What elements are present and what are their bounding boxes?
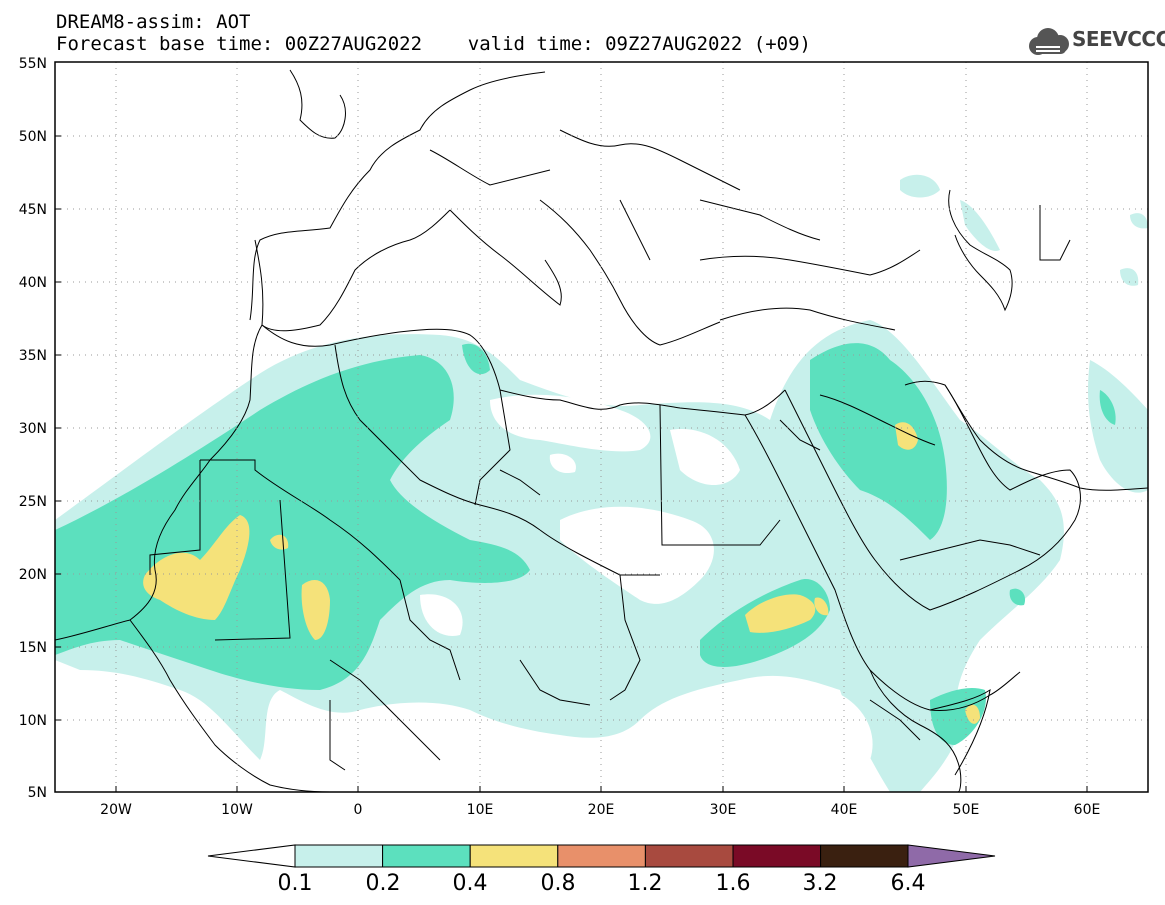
coastlines-and-borders [55, 69, 1148, 792]
colorbar-label: 0.4 [453, 871, 488, 896]
colorbar-box [557, 844, 646, 868]
lon-label: 60E [1074, 802, 1101, 818]
low-aot-areas [55, 394, 873, 788]
lat-lon-grid [55, 62, 1148, 792]
longitude-labels: 20W 10W 0 10E 20E 30E 40E 50E 60E [100, 802, 1100, 818]
colorbar-label: 1.2 [628, 871, 663, 896]
colorbar: 0.1 0.2 0.4 0.8 1.2 1.6 3.2 6.4 [207, 844, 996, 896]
seevccc-logo: SEEVCCC [1072, 27, 1165, 51]
colorbar-box [820, 844, 909, 868]
lat-label: 10N [19, 713, 47, 729]
lat-label: 25N [19, 494, 47, 510]
axis-ticks [55, 135, 1088, 792]
lat-label: 15N [19, 640, 47, 656]
lon-label: 10W [221, 802, 253, 818]
colorbar-label: 0.2 [366, 871, 401, 896]
latitude-labels: 55N 50N 45N 40N 35N 30N 25N 20N 15N 10N … [19, 56, 47, 801]
forecast-time-subtitle: Forecast base time: 00Z27AUG2022 valid t… [56, 33, 811, 55]
colorbar-box [732, 844, 822, 868]
colorbar-label: 0.1 [278, 871, 313, 896]
colorbar-label: 3.2 [803, 871, 838, 896]
aot-level-0.4-shading [143, 422, 980, 724]
colorbar-box [469, 844, 559, 868]
lat-label: 40N [19, 275, 47, 291]
colorbar-box [644, 844, 734, 868]
colorbar-over-triangle [907, 844, 996, 868]
lat-label: 35N [19, 348, 47, 364]
lon-label: 0 [354, 802, 363, 818]
lon-label: 20E [588, 802, 615, 818]
lon-label: 40E [831, 802, 858, 818]
map-title: DREAM8-assim: AOT [56, 11, 251, 33]
lon-label: 30E [710, 802, 737, 818]
colorbar-box [294, 844, 384, 868]
lon-label: 50E [953, 802, 980, 818]
lat-label: 50N [19, 129, 47, 145]
colorbar-label: 6.4 [891, 871, 926, 896]
lat-label: 5N [28, 785, 47, 801]
colorbar-under-triangle [207, 844, 296, 868]
colorbar-label: 0.8 [541, 871, 576, 896]
lat-label: 45N [19, 202, 47, 218]
colorbar-label: 1.6 [716, 871, 751, 896]
lon-label: 10E [467, 802, 494, 818]
lat-label: 55N [19, 56, 47, 72]
lat-label: 30N [19, 421, 47, 437]
lat-label: 20N [19, 567, 47, 583]
lon-label: 20W [100, 802, 132, 818]
colorbar-box [382, 844, 471, 868]
cloud-icon [1029, 28, 1069, 55]
